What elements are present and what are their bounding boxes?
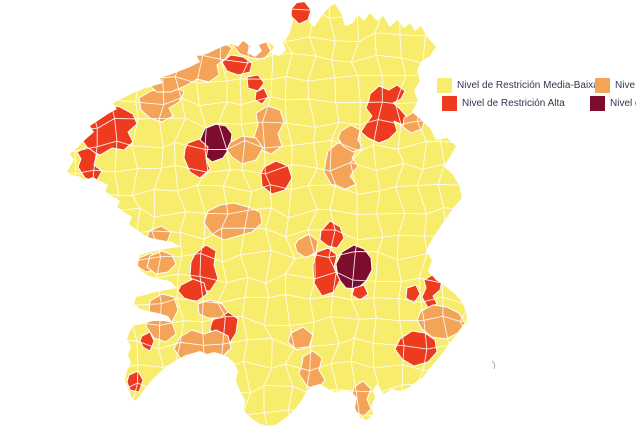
- legend-item-maxima: Nivel de: [590, 96, 636, 111]
- map-region-alta[interactable]: [394, 330, 438, 367]
- map-region-media[interactable]: [173, 329, 232, 393]
- legend-label-media: Nive: [615, 80, 636, 91]
- map-region-media[interactable]: [294, 233, 319, 259]
- stray-mark: [491, 360, 496, 370]
- legend-swatch-media-baixa: [437, 78, 452, 93]
- map-region-alta[interactable]: [260, 160, 293, 195]
- map-region-alta[interactable]: [319, 220, 345, 249]
- legend-item-media: Nive: [595, 78, 635, 93]
- map-region-alta[interactable]: [189, 244, 219, 292]
- map-region-alta[interactable]: [351, 284, 369, 301]
- legend-label-media-baixa: Nivel de Restrición Media-Baixa: [457, 80, 599, 91]
- legend-label-alta: Nivel de Restrición Alta: [462, 98, 565, 109]
- map-region-media[interactable]: [416, 304, 466, 340]
- map-region-alta[interactable]: [312, 247, 341, 297]
- legend-label-maxima: Nivel de: [610, 98, 636, 109]
- legend-item-media-baixa: Nivel de Restrición Media-Baixa: [437, 78, 599, 93]
- legend-item-alta: Nivel de Restrición Alta: [442, 96, 565, 111]
- legend-swatch-media: [595, 78, 610, 93]
- map-region-alta[interactable]: [177, 278, 208, 303]
- map-region-media[interactable]: [226, 135, 264, 165]
- map-region-alta[interactable]: [360, 84, 407, 144]
- legend-swatch-maxima: [590, 96, 605, 111]
- legend-swatch-alta: [442, 96, 457, 111]
- map-region-alta[interactable]: [405, 284, 421, 304]
